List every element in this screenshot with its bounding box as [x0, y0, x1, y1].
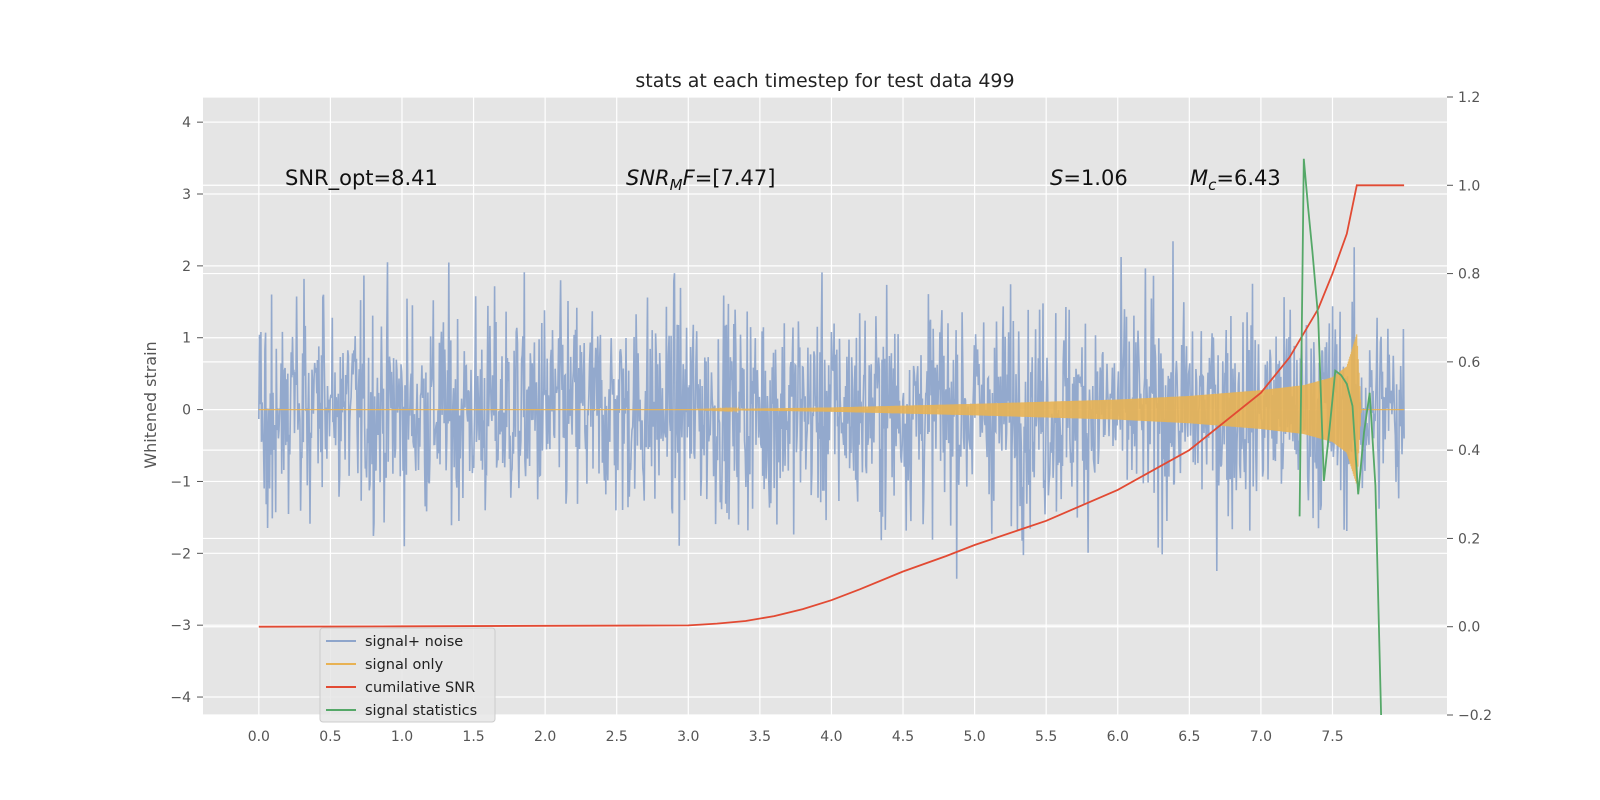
legend-entry: signal only [365, 657, 444, 673]
y-tick-label: 0 [182, 403, 191, 419]
y-tick-label: −3 [170, 618, 191, 634]
annotation-mc: Mc=6.43 [1190, 166, 1281, 194]
x-tick-label: 4.0 [820, 729, 842, 745]
x-tick-label: 0.0 [248, 729, 270, 745]
legend: signal+ noise signal only cumilative SNR si… [319, 627, 496, 723]
y-tick-label: −1 [170, 474, 191, 490]
x-tick-label: 5.5 [1035, 729, 1057, 745]
chart-title: stats at each timestep for test data 499 [635, 70, 1014, 92]
y-right-tick-label: 1.0 [1458, 178, 1480, 194]
legend-entry: cumilative SNR [365, 680, 475, 696]
y-right-tick-label: 0.4 [1458, 443, 1480, 459]
annotation-s_stat: S=1.06 [1050, 166, 1128, 190]
x-tick-label: 1.5 [462, 729, 484, 745]
annotation-snr_mf: SNRMF=[7.47] [626, 166, 775, 194]
x-tick-label: 5.0 [963, 729, 985, 745]
y-right-tick-label: 0.2 [1458, 531, 1480, 547]
annotations: SNR_opt=8.41 SNRMF=[7.47] S=1.06 Mc=6.43 [285, 166, 1281, 194]
annotation-snr_opt: SNR_opt=8.41 [285, 166, 438, 191]
data-layer [258, 158, 1405, 715]
series-line-signal-noise [258, 241, 1405, 579]
x-tick-label: 7.0 [1250, 729, 1272, 745]
y-tick-label: 1 [182, 331, 191, 347]
y-right-tick-label: 1.2 [1458, 90, 1480, 106]
y-right-tick-label: 0.6 [1458, 355, 1480, 371]
y-tick-label: 3 [182, 187, 191, 203]
y-right-tick-label: 0.0 [1458, 620, 1480, 636]
x-tick-label: 6.0 [1107, 729, 1129, 745]
x-tick-label: 4.5 [892, 729, 914, 745]
x-tick-label: 3.5 [749, 729, 771, 745]
series-line-signal-statistics [1298, 158, 1382, 715]
axes: 0.0 0.5 1.0 1.5 2.0 2.5 3.0 3.5 4.0 4.5 5.0 5.5 6.0 6… [170, 90, 1492, 745]
x-tick-label: 0.5 [319, 729, 341, 745]
x-tick-label: 1.0 [391, 729, 413, 745]
x-tick-label: 3.0 [677, 729, 699, 745]
y-right-tick-label: 0.8 [1458, 267, 1480, 283]
series-line-signal-only [258, 334, 1405, 484]
y-tick-label: 4 [182, 115, 191, 131]
y-right-tick-label: −0.2 [1458, 708, 1492, 724]
y-tick-label: −2 [170, 546, 191, 562]
x-tick-label: 2.0 [534, 729, 556, 745]
x-tick-label: 2.5 [606, 729, 628, 745]
legend-box [319, 627, 496, 723]
legend-entry: signal+ noise [365, 634, 463, 650]
y-tick-label: −4 [170, 690, 191, 706]
y-axis-label: Whitened strain [141, 341, 160, 468]
legend-entry: signal statistics [365, 703, 477, 719]
x-tick-label: 6.5 [1178, 729, 1200, 745]
y-tick-label: 2 [182, 259, 191, 275]
x-tick-label: 7.5 [1321, 729, 1343, 745]
series-line-cumulative-snr [258, 184, 1405, 628]
